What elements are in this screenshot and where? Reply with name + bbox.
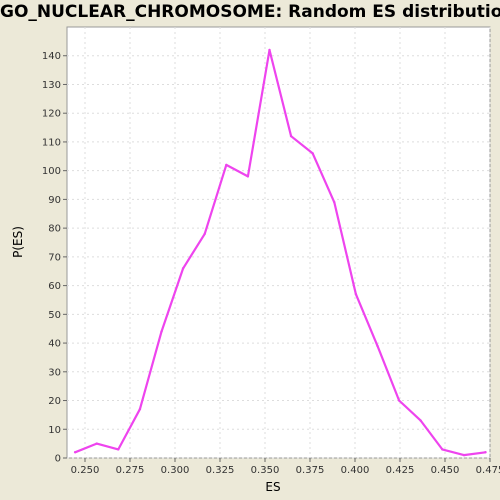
data-point xyxy=(376,344,379,348)
data-point xyxy=(73,451,77,454)
x-axis: 0.250 0.275 0.300 0.325 0.350 0.375 0.400 0.425… xyxy=(71,458,500,476)
y-tick-label: 80 xyxy=(48,224,61,235)
series-layer xyxy=(73,48,487,457)
y-axis: 0 10 20 30 40 50 60 70 80 90 100 110 120 130 140 xyxy=(42,51,67,465)
x-tick-label: 0.475 xyxy=(476,465,500,476)
data-point xyxy=(462,453,466,457)
data-point xyxy=(95,442,98,445)
x-tick-label: 0.400 xyxy=(341,465,370,476)
y-tick-label: 30 xyxy=(48,367,61,378)
x-tick-label: 0.250 xyxy=(71,465,100,476)
chart-title: GO_NUCLEAR_CHROMOSOME: Random ES distrib… xyxy=(0,2,500,22)
data-point xyxy=(138,407,142,411)
data-point xyxy=(117,448,120,451)
data-point xyxy=(397,399,401,402)
x-tick-label: 0.300 xyxy=(161,465,190,476)
y-tick-label: 0 xyxy=(55,454,61,465)
x-tick-label: 0.450 xyxy=(431,465,460,476)
data-point xyxy=(311,152,314,155)
data-point xyxy=(289,134,293,138)
x-tick-label: 0.275 xyxy=(116,465,145,476)
data-point xyxy=(225,163,228,167)
data-point xyxy=(354,293,358,296)
data-point xyxy=(268,48,271,52)
y-tick-label: 120 xyxy=(42,109,61,120)
y-tick-label: 50 xyxy=(48,310,61,321)
x-tick-label: 0.375 xyxy=(296,465,325,476)
data-point xyxy=(181,267,185,270)
x-tick-label: 0.350 xyxy=(251,465,280,476)
y-tick-label: 140 xyxy=(42,51,61,62)
y-tick-label: 40 xyxy=(48,339,61,350)
x-tick-label: 0.425 xyxy=(386,465,415,476)
data-point xyxy=(203,232,206,236)
y-tick-label: 100 xyxy=(42,166,61,177)
data-point xyxy=(441,448,444,451)
x-tick-label: 0.325 xyxy=(206,465,235,476)
y-tick-label: 130 xyxy=(42,80,61,91)
y-axis-label: P(ES) xyxy=(11,226,25,258)
y-tick-label: 20 xyxy=(48,396,61,407)
y-tick-label: 10 xyxy=(48,425,61,436)
y-tick-label: 70 xyxy=(48,252,61,263)
x-axis-label: ES xyxy=(265,480,280,494)
data-point xyxy=(419,419,422,422)
data-point xyxy=(160,330,163,333)
data-point xyxy=(246,175,250,178)
data-point xyxy=(333,201,336,204)
series-line xyxy=(74,48,486,457)
y-tick-label: 110 xyxy=(42,137,61,148)
y-tick-label: 90 xyxy=(48,195,61,206)
y-tick-label: 60 xyxy=(48,281,61,292)
data-point xyxy=(484,451,487,454)
